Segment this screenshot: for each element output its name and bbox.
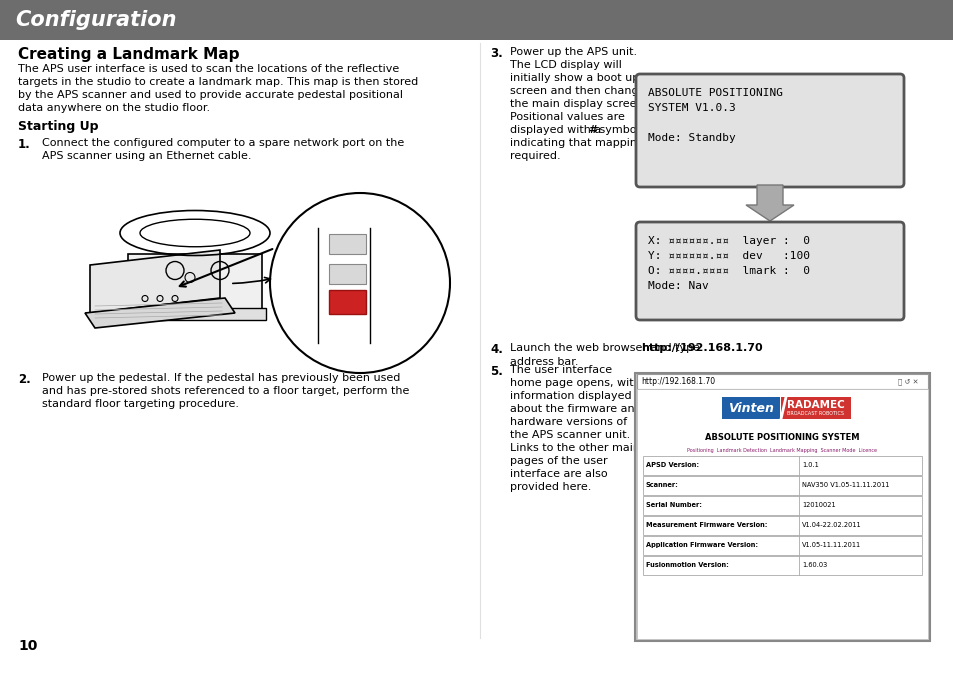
Text: The LCD display will: The LCD display will: [510, 60, 621, 70]
FancyBboxPatch shape: [329, 234, 366, 254]
Text: Mode: Nav: Mode: Nav: [647, 281, 708, 291]
Text: the APS scanner unit.: the APS scanner unit.: [510, 430, 630, 440]
Text: 2.: 2.: [18, 373, 30, 386]
Text: NAV350 V1.05-11.11.2011: NAV350 V1.05-11.11.2011: [801, 482, 889, 488]
Text: 1.60.03: 1.60.03: [801, 562, 826, 568]
FancyBboxPatch shape: [642, 496, 921, 515]
Bar: [0, 0, 953, 40]
Text: data anywhere on the studio floor.: data anywhere on the studio floor.: [18, 103, 210, 113]
Text: hardware versions of: hardware versions of: [510, 417, 626, 427]
Text: 12010021: 12010021: [801, 502, 835, 508]
Text: ABSOLUTE POSITIONING SYSTEM: ABSOLUTE POSITIONING SYSTEM: [704, 433, 859, 442]
Text: by the APS scanner and used to provide accurate pedestal positional: by the APS scanner and used to provide a…: [18, 90, 402, 100]
Text: provided here.: provided here.: [510, 482, 591, 492]
Text: Creating a Landmark Map: Creating a Landmark Map: [18, 47, 239, 62]
Text: interface are also: interface are also: [510, 469, 607, 479]
Text: Fusionmotion Version:: Fusionmotion Version:: [645, 562, 728, 568]
Text: APS scanner using an Ethernet cable.: APS scanner using an Ethernet cable.: [42, 151, 252, 161]
Text: home page opens, with: home page opens, with: [510, 378, 640, 388]
FancyBboxPatch shape: [128, 254, 262, 312]
Text: 1.0.1: 1.0.1: [801, 462, 818, 468]
Text: Starting Up: Starting Up: [18, 120, 98, 133]
Text: O: ¤¤¤¤.¤¤¤¤  lmark :  0: O: ¤¤¤¤.¤¤¤¤ lmark : 0: [647, 266, 809, 276]
Text: The user interface: The user interface: [510, 365, 612, 375]
FancyBboxPatch shape: [642, 556, 921, 575]
Text: Launch the web browser and type: Launch the web browser and type: [510, 343, 702, 353]
Text: The APS user interface is used to scan the locations of the reflective: The APS user interface is used to scan t…: [18, 64, 399, 74]
FancyBboxPatch shape: [635, 373, 929, 641]
Text: the main display screen.: the main display screen.: [510, 99, 646, 109]
Text: SYSTEM V1.0.3: SYSTEM V1.0.3: [647, 103, 735, 113]
Text: http://192.168.1.70: http://192.168.1.70: [640, 343, 762, 353]
Text: 3.: 3.: [490, 47, 502, 60]
Text: Power up the pedestal. If the pedestal has previously been used: Power up the pedestal. If the pedestal h…: [42, 373, 400, 383]
Text: Y: ¤¤¤¤¤¤.¤¤  dev   :100: Y: ¤¤¤¤¤¤.¤¤ dev :100: [647, 251, 809, 261]
Polygon shape: [745, 185, 793, 221]
Text: address bar.: address bar.: [510, 357, 578, 367]
Polygon shape: [85, 298, 234, 328]
Text: V1.04-22.02.2011: V1.04-22.02.2011: [801, 522, 861, 528]
Text: Scanner:: Scanner:: [645, 482, 679, 488]
FancyBboxPatch shape: [329, 264, 366, 284]
Text: Power up the APS unit.: Power up the APS unit.: [510, 47, 637, 57]
Text: Connect the configured computer to a spare network port on the: Connect the configured computer to a spa…: [42, 138, 404, 148]
Text: V1.05-11.11.2011: V1.05-11.11.2011: [801, 542, 861, 548]
Text: X: ¤¤¤¤¤¤.¤¤  layer :  0: X: ¤¤¤¤¤¤.¤¤ layer : 0: [647, 236, 809, 246]
Text: http://192.168.1.70: http://192.168.1.70: [640, 378, 715, 386]
Text: APSD Version:: APSD Version:: [645, 462, 699, 468]
Text: indicating that mapping is: indicating that mapping is: [510, 138, 656, 148]
Text: and has pre-stored shots referenced to a floor target, perform the: and has pre-stored shots referenced to a…: [42, 386, 409, 396]
Text: initially show a boot up: initially show a boot up: [510, 73, 639, 83]
Text: required.: required.: [510, 151, 560, 161]
Text: symbol: symbol: [596, 125, 639, 135]
Text: displayed with a: displayed with a: [510, 125, 604, 135]
FancyBboxPatch shape: [637, 374, 927, 389]
FancyBboxPatch shape: [781, 397, 850, 419]
FancyBboxPatch shape: [124, 308, 266, 320]
Text: BROADCAST ROBOTICS: BROADCAST ROBOTICS: [786, 411, 843, 416]
Text: 1.: 1.: [18, 138, 30, 151]
Text: about the firmware and: about the firmware and: [510, 404, 641, 414]
Text: standard floor targeting procedure.: standard floor targeting procedure.: [42, 399, 239, 409]
Text: 4.: 4.: [490, 343, 502, 356]
FancyBboxPatch shape: [637, 389, 927, 639]
Circle shape: [270, 193, 450, 373]
Text: RADAMEC: RADAMEC: [786, 400, 844, 410]
Text: ⌕ ↺ ✕: ⌕ ↺ ✕: [897, 379, 918, 386]
Text: ABSOLUTE POSITIONING: ABSOLUTE POSITIONING: [647, 88, 782, 98]
Text: Measurement Firmware Version:: Measurement Firmware Version:: [645, 522, 767, 528]
Text: Mode: Standby: Mode: Standby: [647, 133, 735, 143]
Text: targets in the studio to create a landmark map. This map is then stored: targets in the studio to create a landma…: [18, 77, 417, 87]
Polygon shape: [90, 250, 220, 313]
Text: Positional values are: Positional values are: [510, 112, 624, 122]
Text: pages of the user: pages of the user: [510, 456, 607, 466]
FancyBboxPatch shape: [642, 516, 921, 535]
Text: Configuration: Configuration: [15, 10, 176, 30]
Text: Links to the other main: Links to the other main: [510, 443, 639, 453]
FancyBboxPatch shape: [642, 476, 921, 495]
FancyBboxPatch shape: [642, 456, 921, 475]
Text: 10: 10: [18, 639, 37, 653]
Text: screen and then change to: screen and then change to: [510, 86, 659, 96]
Text: Application Firmware Version:: Application Firmware Version:: [645, 542, 758, 548]
Text: Serial Number:: Serial Number:: [645, 502, 701, 508]
FancyBboxPatch shape: [642, 536, 921, 555]
FancyBboxPatch shape: [721, 397, 780, 419]
FancyBboxPatch shape: [329, 290, 366, 314]
Text: Positioning  Landmark Detection  Landmark Mapping  Scanner Mode  Licence: Positioning Landmark Detection Landmark …: [686, 448, 876, 453]
Text: 5.: 5.: [490, 365, 502, 378]
FancyBboxPatch shape: [636, 222, 903, 320]
Text: Vinten: Vinten: [727, 402, 773, 415]
FancyBboxPatch shape: [636, 74, 903, 187]
Text: #: #: [587, 125, 597, 135]
Text: information displayed: information displayed: [510, 391, 631, 401]
